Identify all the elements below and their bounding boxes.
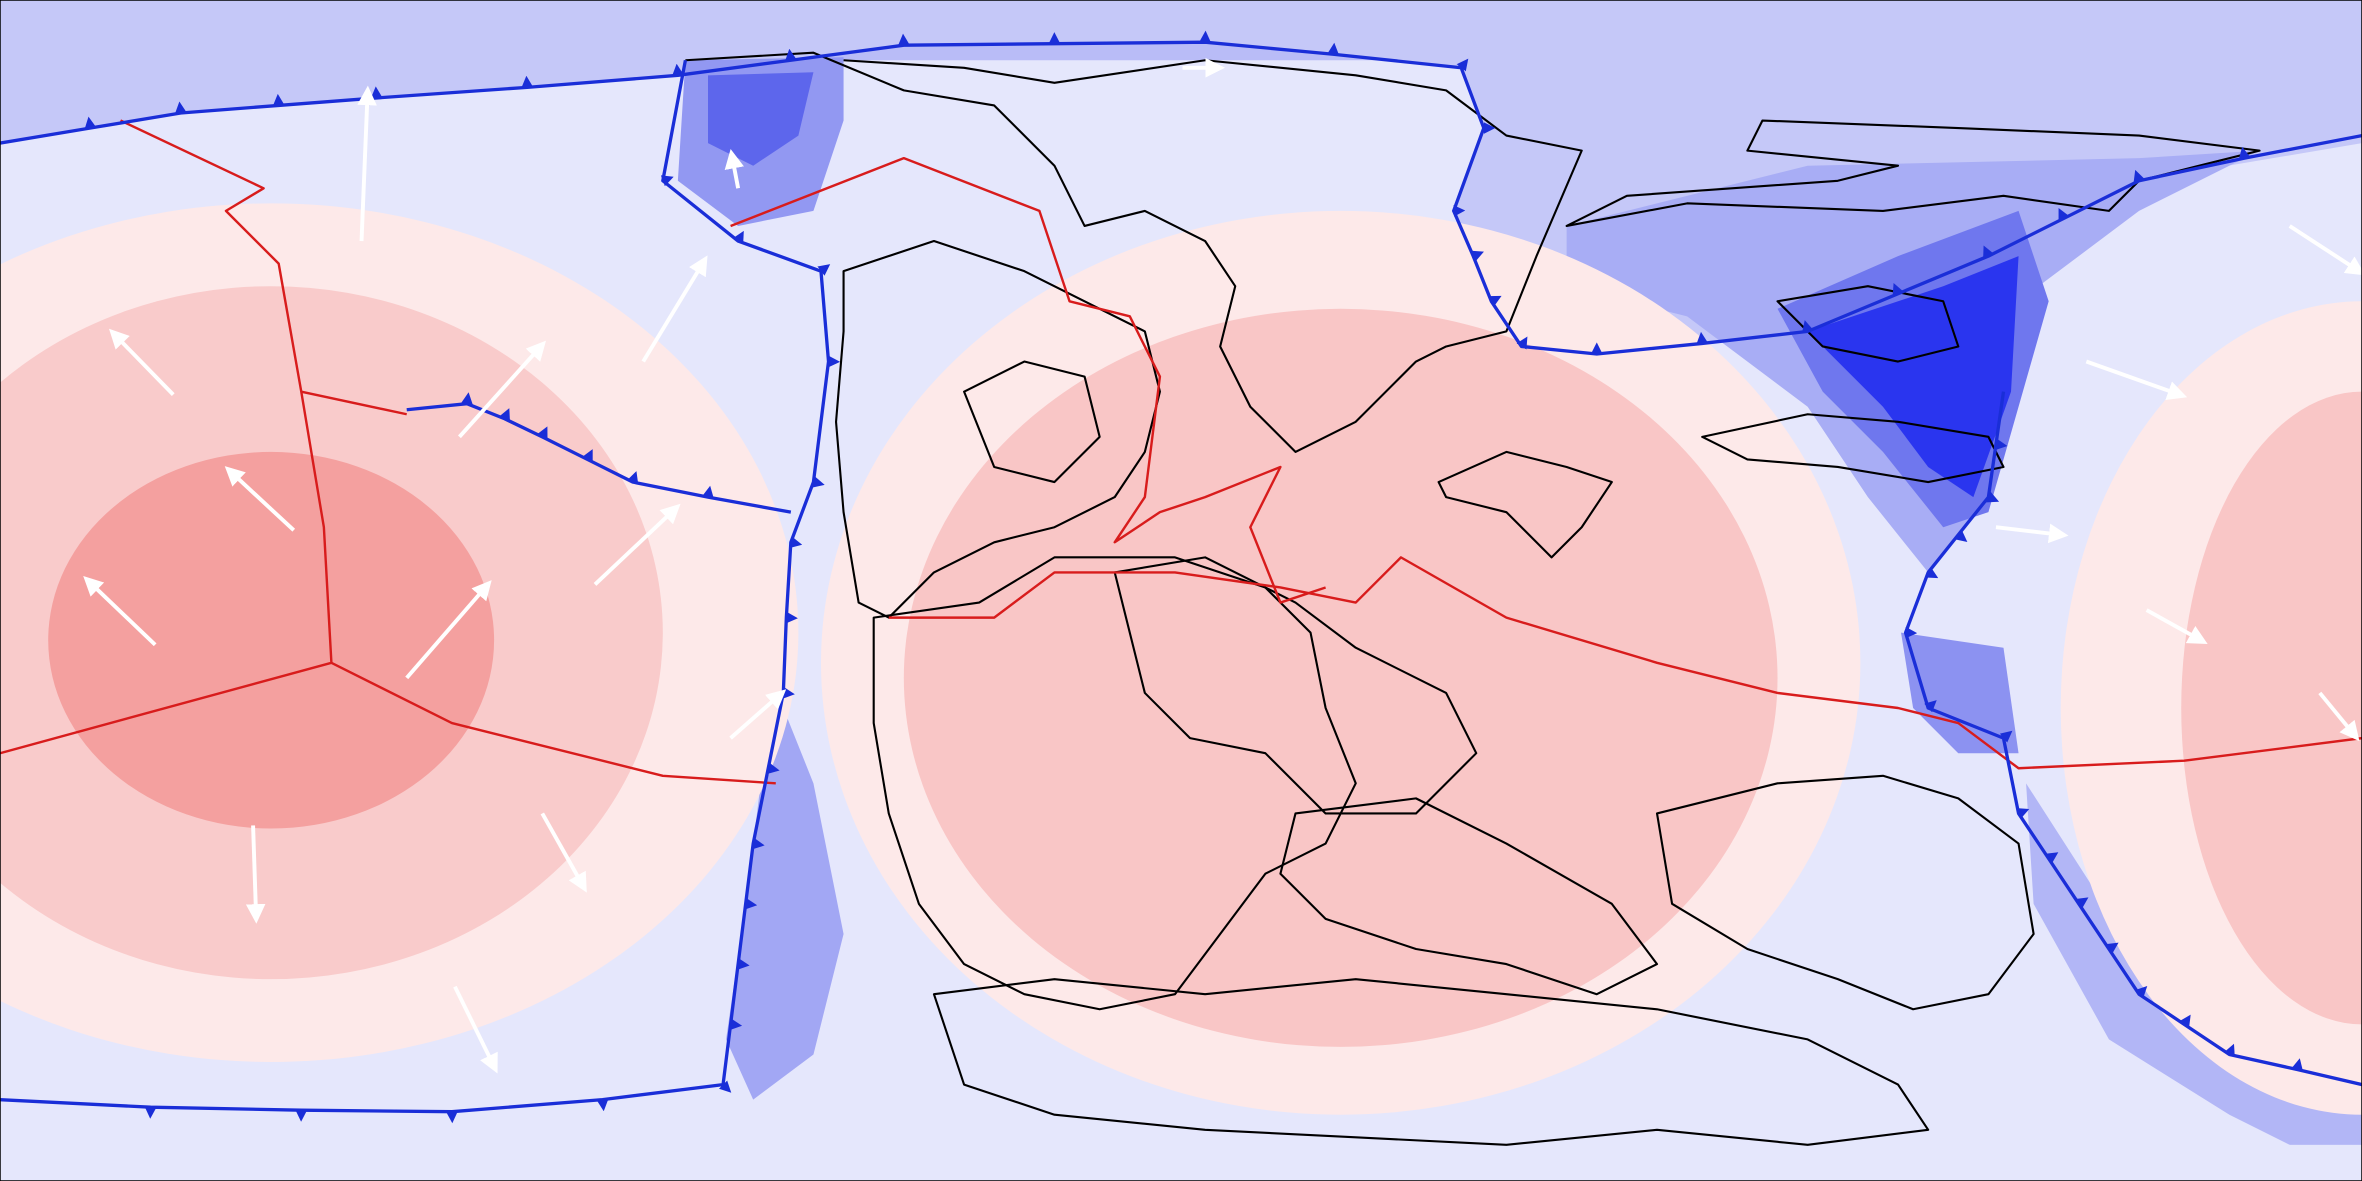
plate-motion-arrows <box>83 57 2362 1074</box>
trenches <box>0 30 2362 1124</box>
